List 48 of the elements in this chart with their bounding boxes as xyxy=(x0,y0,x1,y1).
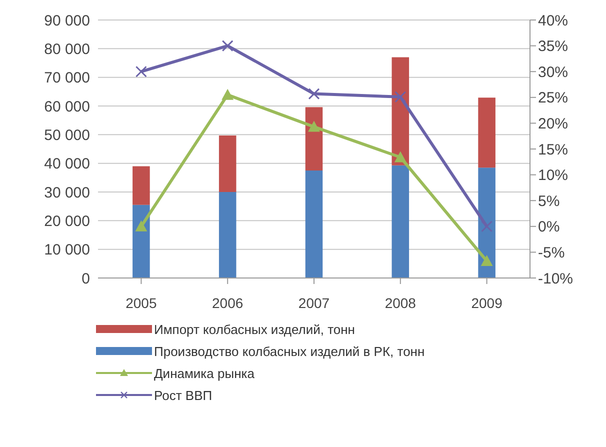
y-tick-label: 90 000 xyxy=(44,12,90,30)
point xyxy=(481,220,493,232)
y2-tick-label: 25% xyxy=(538,90,568,107)
y2-tick-label: 5% xyxy=(538,192,560,210)
y2-tick-label: -10% xyxy=(538,270,574,288)
y-tick-label: 60 000 xyxy=(44,98,90,116)
bar xyxy=(218,136,236,192)
bar xyxy=(392,165,410,278)
x-tick-label: 2009 xyxy=(471,294,503,311)
legend-label: Рост ВВП xyxy=(154,388,212,402)
point xyxy=(135,66,147,78)
point xyxy=(480,254,493,266)
y-tick-label: 50 000 xyxy=(44,126,90,144)
point xyxy=(222,88,234,100)
y2-tick-label: 35% xyxy=(538,38,568,56)
x-tick-label: 2005 xyxy=(126,294,157,311)
point xyxy=(222,40,234,52)
bar xyxy=(132,166,150,205)
point xyxy=(394,151,406,162)
y2-tick-label: 10% xyxy=(538,167,568,184)
bar xyxy=(305,170,323,278)
y-tick-label: 10 000 xyxy=(44,242,90,259)
point xyxy=(135,220,148,232)
legend-label: Импорт колбасных изделий, тонн xyxy=(154,322,355,336)
y-tick-label: 80 000 xyxy=(44,40,90,58)
y2-tick-label: 15% xyxy=(538,141,568,158)
y2-tick-label: 40% xyxy=(538,12,568,30)
y2-tick-label: 30% xyxy=(538,64,568,81)
x-tick-label: 2006 xyxy=(212,294,244,311)
y-tick-label: 70 000 xyxy=(44,70,90,87)
point xyxy=(394,91,406,103)
point xyxy=(308,88,320,100)
y2-tick-label: 20% xyxy=(538,116,568,133)
y-tick-label: 40 000 xyxy=(44,156,90,173)
bar xyxy=(218,192,236,278)
legend-label: Динамика рынка xyxy=(154,366,254,380)
y-tick-label: 30 000 xyxy=(44,184,90,202)
legend-label: Производство колбасных изделий в РК, тонн xyxy=(154,344,425,358)
y-tick-label: 20 000 xyxy=(44,212,90,230)
x-tick-label: 2007 xyxy=(298,294,330,311)
bar xyxy=(478,168,496,278)
y-tick-label: 0 xyxy=(82,270,90,288)
bar xyxy=(478,98,496,168)
x-tick-label: 2008 xyxy=(384,294,416,311)
y2-tick-label: -5% xyxy=(538,244,565,262)
bar xyxy=(132,204,150,278)
y2-tick-label: 0% xyxy=(538,218,560,236)
point xyxy=(308,120,320,132)
